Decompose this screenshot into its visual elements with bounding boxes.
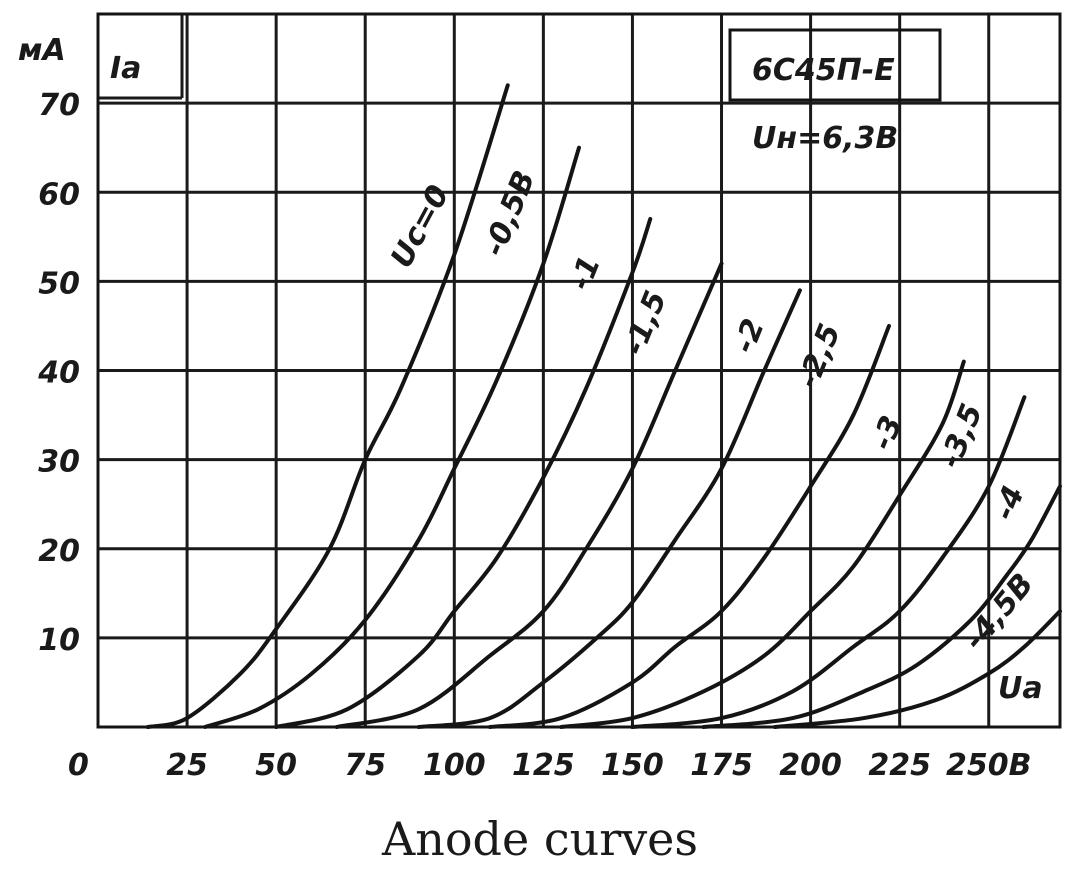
- anode-curves-chart: 0 25 50 75 100 125 150 175 200 225 250В 10 20 30 40 50 6…: [18, 12, 1062, 783]
- series-curve-3: [334, 261, 724, 729]
- y-tick-label: 50: [38, 266, 80, 301]
- series-curve-2: [274, 216, 653, 729]
- figure-caption: Anode curves: [381, 812, 699, 866]
- chart-subtitle: Uн=6,3В: [752, 121, 898, 156]
- y-tick-label: 60: [38, 177, 80, 212]
- title-box: [728, 28, 942, 102]
- curve-label-1: -1: [563, 251, 608, 295]
- y-axis-unit: мА: [18, 33, 66, 68]
- curve-label-2: -2: [727, 314, 772, 358]
- y-tick-label: 30: [38, 445, 80, 480]
- x-tick-label: 225: [868, 748, 931, 783]
- x-tick-label: 175: [690, 748, 753, 783]
- series-curve-0: [145, 83, 510, 729]
- curve-label-2-5: -2,5: [791, 319, 848, 393]
- x-tick-label: 200: [779, 748, 842, 783]
- y-axis-label: Ia: [110, 51, 141, 86]
- series-curve-8: [701, 484, 1062, 729]
- curve-label-1-5: -1,5: [617, 286, 674, 360]
- grid: [98, 14, 1062, 727]
- chart-title: 6С45П-Е: [752, 53, 895, 88]
- x-tick-label: 25: [166, 748, 208, 783]
- x-tick-label: 75: [344, 748, 386, 783]
- x-tick-label: 0: [68, 748, 89, 783]
- x-tick-label: 50: [255, 748, 297, 783]
- y-tick-label: 70: [38, 88, 80, 123]
- x-tick-label: 125: [512, 748, 575, 783]
- axis-ticks: 0 25 50 75 100 125 150 175 200 225 250В 10 20 30 40 50 6…: [37, 88, 1031, 783]
- series-curve-9: [772, 609, 1062, 729]
- curve-label-4: -4: [987, 481, 1032, 525]
- x-tick-label: 250В: [946, 748, 1032, 783]
- x-tick-label: 100: [423, 748, 486, 783]
- curve-label-0-5: -0,5В: [477, 166, 543, 261]
- x-tick-label: 150: [601, 748, 664, 783]
- curve-label-3-5: -3,5: [933, 399, 990, 473]
- series-curve-6: [559, 359, 966, 729]
- curves: [145, 83, 1062, 729]
- series-curve-4: [416, 288, 802, 729]
- series-curve-7: [630, 395, 1027, 729]
- curve-label-3: -3: [865, 411, 910, 455]
- series-curve-1: [202, 145, 581, 729]
- series-curve-5: [487, 323, 891, 729]
- y-tick-label: 20: [38, 534, 80, 569]
- x-axis-label: Ua: [998, 671, 1043, 706]
- y-tick-label: 40: [37, 356, 80, 391]
- y-tick-label: 10: [38, 623, 80, 658]
